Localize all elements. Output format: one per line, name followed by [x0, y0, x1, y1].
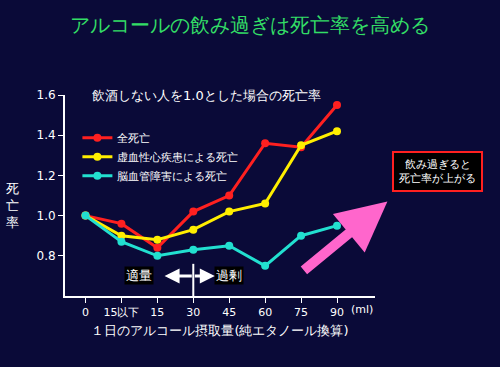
svg-text:15: 15: [150, 306, 164, 319]
svg-text:1.2: 1.2: [37, 169, 56, 183]
svg-text:45: 45: [222, 306, 236, 319]
svg-text:過剰: 過剰: [216, 268, 242, 283]
svg-text:飲酒しない人を1.0とした場合の死亡率: 飲酒しない人を1.0とした場合の死亡率: [92, 88, 321, 103]
svg-text:(ml): (ml): [351, 303, 373, 316]
svg-text:死亡率: 死亡率: [6, 181, 19, 230]
svg-text:全死亡: 全死亡: [117, 132, 150, 145]
svg-text:0: 0: [82, 306, 89, 319]
svg-text:15以下: 15以下: [103, 306, 139, 319]
svg-text:飲み過ぎると死亡率が上がる: 飲み過ぎると死亡率が上がる: [399, 158, 476, 185]
svg-text:75: 75: [294, 306, 308, 319]
svg-text:虚血性心疾患による死亡: 虚血性心疾患による死亡: [117, 151, 238, 164]
svg-text:60: 60: [258, 306, 272, 319]
svg-text:30: 30: [186, 306, 200, 319]
svg-text:脳血管障害による死亡: 脳血管障害による死亡: [117, 170, 227, 183]
svg-text:90: 90: [330, 306, 344, 319]
svg-text:アルコールの飲み過ぎは死亡率を高める: アルコールの飲み過ぎは死亡率を高める: [70, 13, 430, 37]
svg-text:１日のアルコール摂取量(純エタノール換算): １日のアルコール摂取量(純エタノール換算): [91, 323, 348, 338]
svg-text:1.0: 1.0: [37, 209, 56, 223]
svg-text:適量: 適量: [126, 268, 152, 283]
svg-text:0.8: 0.8: [37, 249, 56, 263]
svg-text:1.4: 1.4: [37, 128, 56, 142]
svg-text:1.6: 1.6: [37, 88, 56, 102]
